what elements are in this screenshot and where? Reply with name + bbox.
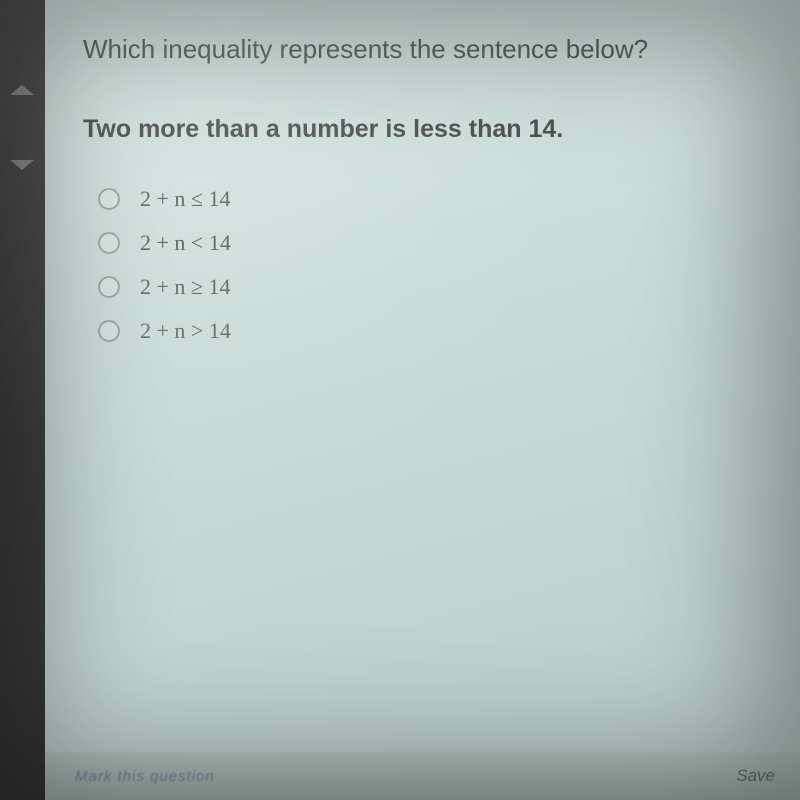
radio-icon[interactable] [98, 320, 120, 342]
quiz-panel: Which inequality represents the sentence… [45, 0, 800, 800]
option-row[interactable]: 2 + n ≥ 14 [98, 274, 762, 300]
save-button[interactable]: Save [736, 766, 775, 786]
nav-up-icon[interactable] [10, 85, 34, 95]
option-label: 2 + n > 14 [140, 318, 231, 344]
option-row[interactable]: 2 + n ≤ 14 [98, 186, 762, 212]
option-row[interactable]: 2 + n < 14 [98, 230, 762, 256]
question-prompt: Which inequality represents the sentence… [83, 32, 762, 67]
options-list: 2 + n ≤ 14 2 + n < 14 2 + n ≥ 14 2 + n >… [83, 186, 762, 344]
question-statement: Two more than a number is less than 14. [83, 115, 762, 144]
screen-frame: Which inequality represents the sentence… [0, 0, 800, 800]
nav-down-icon[interactable] [10, 160, 34, 170]
option-label: 2 + n ≤ 14 [140, 186, 230, 212]
left-sidebar [0, 0, 45, 800]
radio-icon[interactable] [98, 232, 120, 254]
radio-icon[interactable] [98, 188, 120, 210]
footer-left-text[interactable]: Mark this question [75, 768, 215, 785]
option-label: 2 + n ≥ 14 [140, 274, 230, 300]
option-label: 2 + n < 14 [140, 230, 231, 256]
option-row[interactable]: 2 + n > 14 [98, 318, 762, 344]
radio-icon[interactable] [98, 276, 120, 298]
footer-bar: Mark this question Save [45, 752, 800, 800]
